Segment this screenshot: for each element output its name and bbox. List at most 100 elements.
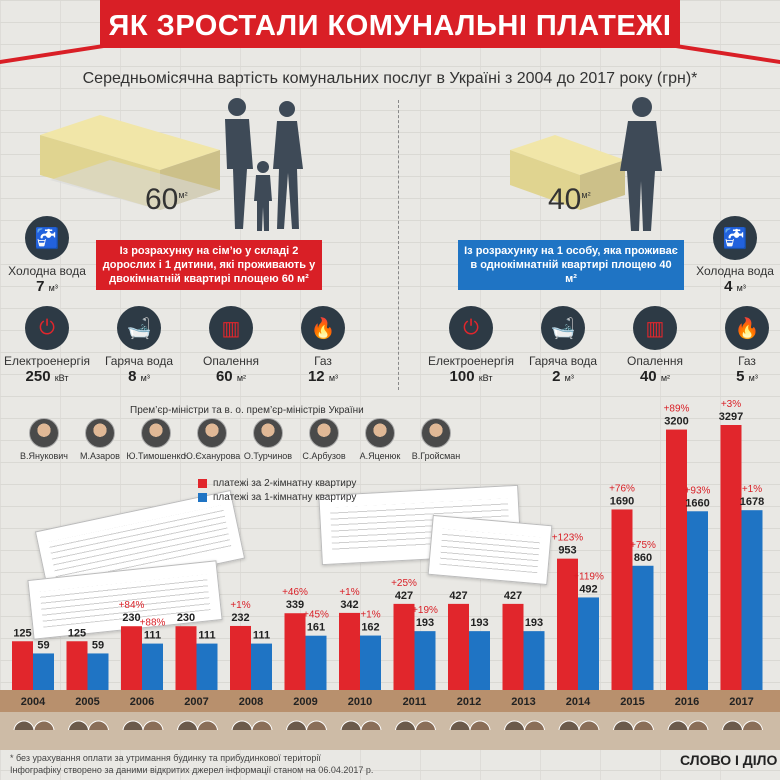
bar-2room — [448, 603, 469, 690]
service-label: Опалення — [203, 354, 259, 368]
value-label-1room: 111 — [144, 630, 161, 642]
portrait-icon — [395, 720, 416, 730]
value-label-2room: 125 — [13, 627, 31, 639]
service-label: Газ — [314, 354, 332, 368]
portrait-icon — [253, 418, 283, 448]
red-roof — [0, 0, 780, 64]
service-socket: ⏻ Електроенергія 100 кВт — [426, 306, 516, 385]
service-bathtub: 🛁 Гаряча вода 2 м³ — [518, 306, 608, 385]
service-value: 40 м² — [639, 368, 671, 385]
bar-1room — [687, 511, 708, 690]
pm-portrait: О.Турчинов — [238, 418, 298, 461]
bar-1room — [305, 635, 327, 690]
bathtub-icon: 🛁 — [117, 306, 161, 350]
bar-2room — [66, 641, 88, 690]
service-value: 250 кВт — [25, 368, 69, 385]
portrait-icon — [177, 720, 198, 730]
value-label-2room: 342 — [340, 599, 358, 611]
year-tick-label: 2007 — [184, 696, 208, 708]
panel-divider — [398, 100, 399, 390]
portrait-icon — [29, 418, 59, 448]
portrait-icon — [365, 418, 395, 448]
bar-1room — [87, 653, 109, 690]
change-label-2room: +123% — [552, 533, 584, 544]
pm-name: М.Азаров — [80, 451, 120, 461]
radiator-icon: ▥ — [209, 306, 253, 350]
value-label-2room: 1690 — [610, 495, 634, 507]
value-label-1room: 193 — [525, 617, 543, 629]
room-60-area: 60м² — [145, 183, 188, 216]
value-label-2room: 232 — [231, 612, 249, 624]
bar-1room — [578, 597, 599, 690]
bar-1room — [196, 643, 218, 690]
brand-logo: СЛОВО І ДІЛО — [680, 752, 778, 768]
service-flame: 🔥 Газ 12 м³ — [278, 306, 368, 385]
portrait-icon — [504, 720, 525, 730]
portrait-icon — [421, 418, 451, 448]
change-label-1room: +1% — [360, 610, 380, 621]
service-label: Опалення — [627, 354, 683, 368]
service-socket: ⏻ Електроенергія 250 кВт — [2, 306, 92, 385]
faucet-icon: 🚰 — [713, 216, 757, 260]
bar-2room — [121, 626, 142, 690]
value-label-2room: 427 — [395, 590, 413, 602]
pm-portrait: В.Янукович — [14, 418, 74, 461]
pm-portrait: С.Арбузов — [294, 418, 354, 461]
bar-1room — [33, 653, 54, 690]
value-label-1room: 111 — [253, 630, 270, 642]
year-tick-label: 2016 — [675, 696, 699, 708]
value-label-2room: 339 — [286, 599, 304, 611]
portrait-icon — [667, 720, 689, 730]
value-label-1room: 492 — [579, 583, 597, 595]
bar-1room — [523, 631, 545, 690]
bar-2room — [393, 603, 415, 690]
pm-name: В.Янукович — [19, 451, 68, 461]
change-label-1room: +119% — [573, 571, 604, 582]
change-label-1room: +19% — [412, 605, 438, 616]
change-label-1room: +88% — [140, 618, 166, 629]
value-label-2room: 3297 — [719, 411, 743, 423]
year-tick-label: 2011 — [403, 696, 427, 708]
year-tick-label: 2010 — [348, 696, 372, 708]
bar-2room — [284, 613, 306, 690]
bar-2room — [720, 425, 742, 690]
pm-heading: Прем’єр-міністри та в. о. прем’єр-мініст… — [130, 405, 364, 416]
value-label-2room: 230 — [177, 612, 195, 624]
pm-faces-band — [0, 712, 780, 750]
service-radiator: ▥ Опалення 40 м² — [610, 306, 700, 385]
service-flame: 🔥 Газ 5 м³ — [702, 306, 780, 385]
legend-item-2room: платежі за 2-кімнатну квартиру — [198, 478, 356, 489]
cold-water-value: 7 м³ — [36, 278, 58, 295]
portrait-icon — [558, 720, 580, 730]
portrait-icon — [231, 720, 253, 730]
value-label-2room: 125 — [68, 627, 86, 639]
change-label-2room: +3% — [721, 400, 741, 410]
year-tick-label: 2005 — [75, 696, 99, 708]
portrait-icon — [742, 720, 763, 730]
socket-icon: ⏻ — [25, 306, 69, 350]
year-tick-label: 2014 — [566, 696, 591, 708]
value-label-1room: 111 — [198, 630, 215, 642]
change-label-1room: +1% — [742, 484, 762, 495]
faucet-icon: 🚰 — [25, 216, 69, 260]
bar-2room — [175, 626, 197, 690]
service-label: Електроенергія — [427, 354, 515, 368]
man-silhouette — [620, 97, 662, 231]
pm-name: Ю.Єханурова — [183, 451, 241, 461]
bar-1room — [142, 643, 163, 690]
portrait-icon — [469, 720, 491, 730]
change-label-1room: +45% — [303, 610, 329, 621]
portrait-icon — [88, 720, 109, 730]
legend-item-1room: платежі за 1-кімнатну квартиру — [198, 492, 356, 503]
family-info-box: Із розрахунку на сім’ю у складі 2 доросл… — [96, 240, 322, 290]
cold-water-label: Холодна вода — [696, 264, 774, 278]
service-bathtub: 🛁 Гаряча вода 8 м³ — [94, 306, 184, 385]
portrait-icon — [633, 720, 654, 730]
bar-2room — [230, 625, 251, 690]
bar-2room — [12, 641, 33, 690]
portrait-icon — [13, 720, 35, 730]
page-title: ЯК ЗРОСТАЛИ КОМУНАЛЬНІ ПЛАТЕЖІ — [108, 10, 672, 42]
year-axis-band — [0, 690, 780, 712]
bar-1room — [360, 635, 381, 690]
service-value: 60 м² — [215, 368, 247, 385]
